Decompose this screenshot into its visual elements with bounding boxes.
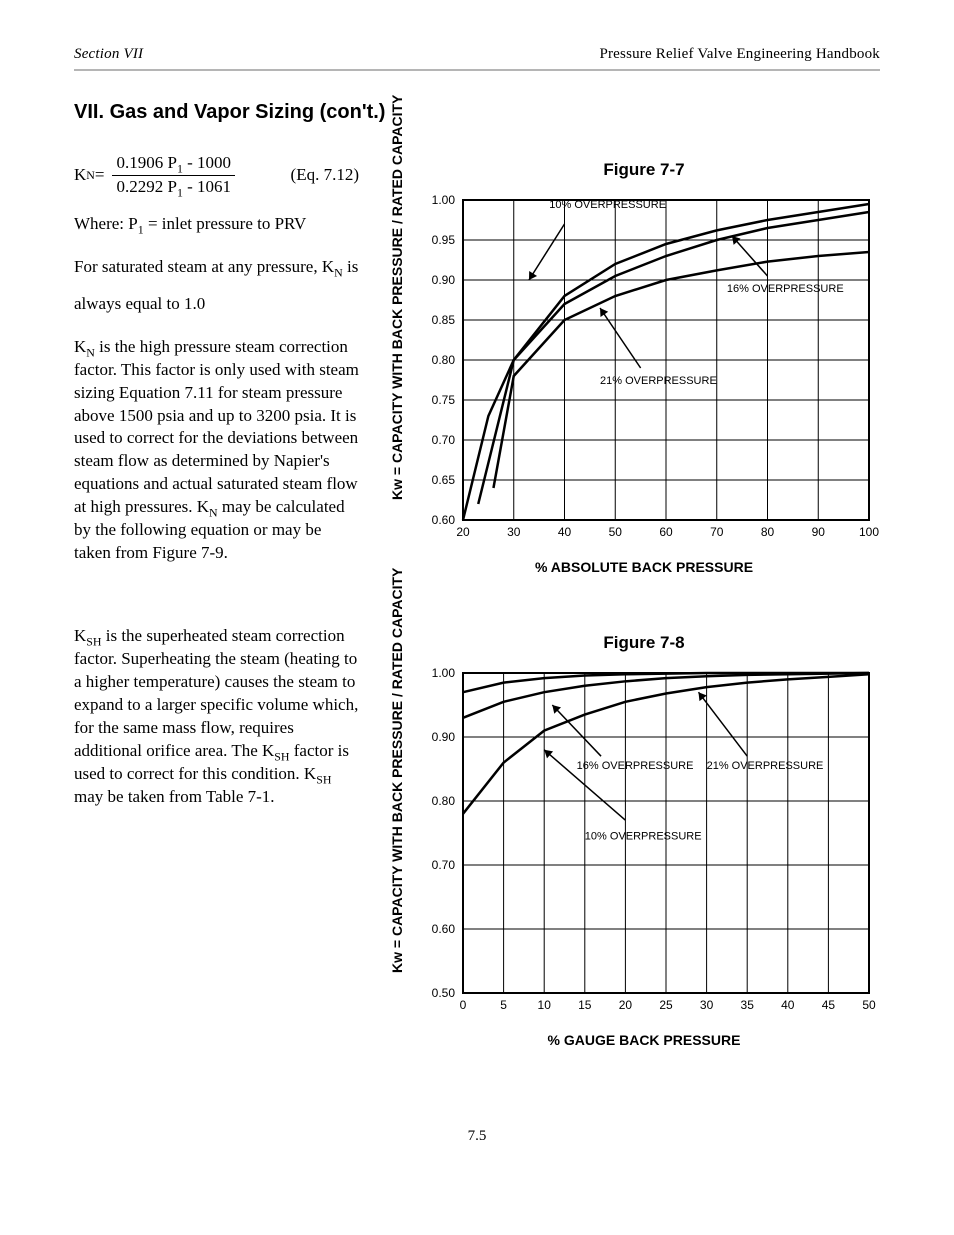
svg-text:1.00: 1.00 bbox=[432, 193, 456, 207]
para-kn: KN is the high pressure steam correction… bbox=[74, 336, 359, 565]
svg-text:5: 5 bbox=[500, 998, 507, 1012]
fig7-ylabel: Kw = CAPACITY WITH BACK PRESSURE / RATED… bbox=[389, 95, 405, 500]
svg-text:10% OVERPRESSURE: 10% OVERPRESSURE bbox=[549, 199, 666, 211]
svg-text:0.90: 0.90 bbox=[432, 730, 456, 744]
svg-text:30: 30 bbox=[700, 998, 714, 1012]
svg-text:0.65: 0.65 bbox=[432, 473, 456, 487]
fig8-xlabel: % GAUGE BACK PRESSURE bbox=[399, 1032, 889, 1048]
svg-text:60: 60 bbox=[659, 525, 673, 539]
svg-text:90: 90 bbox=[812, 525, 826, 539]
svg-text:0.90: 0.90 bbox=[432, 273, 456, 287]
svg-text:0.60: 0.60 bbox=[432, 922, 456, 936]
equation-7-12: KN = 0.1906 P1 - 1000 0.2292 P1 - 1061 (… bbox=[74, 152, 359, 199]
header-rule bbox=[74, 69, 880, 71]
figure-7-7-chart: Kw = CAPACITY WITH BACK PRESSURE / RATED… bbox=[399, 190, 889, 550]
page-number: 7.5 bbox=[74, 1128, 880, 1145]
svg-text:0: 0 bbox=[460, 998, 467, 1012]
svg-text:40: 40 bbox=[558, 525, 572, 539]
section-title: VII. Gas and Vapor Sizing (con't.) bbox=[74, 101, 880, 124]
svg-text:0.60: 0.60 bbox=[432, 513, 456, 527]
svg-text:20: 20 bbox=[456, 525, 470, 539]
svg-text:0.85: 0.85 bbox=[432, 313, 456, 327]
svg-text:21% OVERPRESSURE: 21% OVERPRESSURE bbox=[707, 760, 824, 772]
svg-text:0.70: 0.70 bbox=[432, 858, 456, 872]
svg-text:0.50: 0.50 bbox=[432, 986, 456, 1000]
svg-text:35: 35 bbox=[741, 998, 755, 1012]
svg-text:0.70: 0.70 bbox=[432, 433, 456, 447]
fig8-ylabel: Kw = CAPACITY WITH BACK PRESSURE / RATED… bbox=[389, 568, 405, 973]
svg-text:16% OVERPRESSURE: 16% OVERPRESSURE bbox=[577, 760, 694, 772]
svg-text:50: 50 bbox=[609, 525, 623, 539]
figure-7-7: Figure 7-7 Kw = CAPACITY WITH BACK PRESS… bbox=[399, 160, 889, 575]
figure-7-8-title: Figure 7-8 bbox=[399, 633, 889, 653]
svg-text:45: 45 bbox=[822, 998, 836, 1012]
figure-7-7-title: Figure 7-7 bbox=[399, 160, 889, 180]
svg-text:50: 50 bbox=[862, 998, 876, 1012]
eq-where: Where: P1 = inlet pressure to PRV bbox=[74, 213, 359, 236]
running-head: Section VII Pressure Relief Valve Engine… bbox=[74, 46, 880, 63]
svg-text:20: 20 bbox=[619, 998, 633, 1012]
svg-text:30: 30 bbox=[507, 525, 521, 539]
svg-text:21% OVERPRESSURE: 21% OVERPRESSURE bbox=[600, 375, 717, 387]
para-saturated-2: always equal to 1.0 bbox=[74, 293, 359, 316]
header-right: Pressure Relief Valve Engineering Handbo… bbox=[599, 46, 880, 63]
svg-text:80: 80 bbox=[761, 525, 775, 539]
svg-text:0.80: 0.80 bbox=[432, 353, 456, 367]
figure-7-8: Figure 7-8 Kw = CAPACITY WITH BACK PRESS… bbox=[399, 633, 889, 1048]
svg-text:10: 10 bbox=[538, 998, 552, 1012]
figure-7-8-chart: Kw = CAPACITY WITH BACK PRESSURE / RATED… bbox=[399, 663, 889, 1023]
fig7-xlabel: % ABSOLUTE BACK PRESSURE bbox=[399, 559, 889, 575]
svg-text:100: 100 bbox=[859, 525, 879, 539]
svg-text:0.95: 0.95 bbox=[432, 233, 456, 247]
svg-text:70: 70 bbox=[710, 525, 724, 539]
header-left: Section VII bbox=[74, 46, 143, 63]
svg-text:1.00: 1.00 bbox=[432, 666, 456, 680]
para-ksh: KSH is the superheated steam correction … bbox=[74, 625, 359, 809]
svg-text:25: 25 bbox=[659, 998, 673, 1012]
svg-text:10% OVERPRESSURE: 10% OVERPRESSURE bbox=[585, 830, 702, 842]
svg-text:16% OVERPRESSURE: 16% OVERPRESSURE bbox=[727, 283, 844, 295]
svg-text:0.75: 0.75 bbox=[432, 393, 456, 407]
svg-text:40: 40 bbox=[781, 998, 795, 1012]
svg-text:15: 15 bbox=[578, 998, 592, 1012]
para-saturated-1: For saturated steam at any pressure, KN … bbox=[74, 256, 359, 279]
svg-text:0.80: 0.80 bbox=[432, 794, 456, 808]
